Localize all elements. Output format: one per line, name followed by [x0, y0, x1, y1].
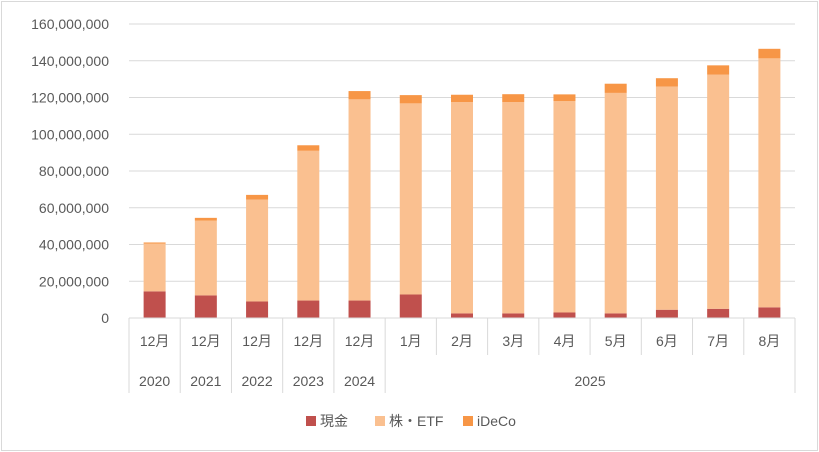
- bar-segment: [707, 74, 730, 309]
- x-tick-label: 12月: [191, 333, 221, 349]
- x-group-label: 2025: [574, 373, 605, 389]
- x-tick-label: 7月: [707, 333, 729, 349]
- bar-segment: [502, 94, 525, 103]
- bar-segment: [143, 242, 166, 244]
- x-tick-label: 6月: [656, 333, 678, 349]
- bar-segment: [758, 307, 781, 318]
- bar-segment: [246, 199, 269, 302]
- bar-segment: [655, 78, 678, 87]
- bar-segment: [297, 150, 320, 301]
- x-group-label: 2024: [344, 373, 375, 389]
- y-tick-label: 20,000,000: [39, 273, 109, 289]
- legend-item: 現金: [306, 413, 348, 429]
- bar-segment: [297, 145, 320, 151]
- legend-label: iDeCo: [477, 413, 516, 429]
- legend-label: 株・ETF: [389, 413, 443, 429]
- bar-segment: [655, 309, 678, 318]
- bar-segment: [348, 300, 371, 318]
- bar-segment: [758, 48, 781, 59]
- bar-segment: [758, 58, 781, 308]
- x-tick-label: 12月: [140, 333, 170, 349]
- legend-swatch: [375, 416, 385, 426]
- legend-item: iDeCo: [463, 413, 516, 429]
- y-tick-label: 40,000,000: [39, 237, 109, 253]
- legend-swatch: [306, 416, 316, 426]
- bar-series: [143, 48, 781, 318]
- y-tick-label: 80,000,000: [39, 163, 109, 179]
- bar-segment: [502, 102, 525, 314]
- x-tick-label: 8月: [758, 333, 780, 349]
- x-tick-label: 12月: [242, 333, 272, 349]
- x-group-label: 2021: [190, 373, 221, 389]
- bar-segment: [348, 91, 371, 100]
- x-tick-label: 1月: [400, 333, 422, 349]
- legend: 現金 株・ETF iDeCo: [306, 413, 516, 429]
- bar-segment: [655, 86, 678, 310]
- y-tick-label: 60,000,000: [39, 200, 109, 216]
- x-tick-label: 12月: [345, 333, 375, 349]
- bar-segment: [194, 295, 217, 318]
- bar-segment: [553, 94, 576, 102]
- bar-segment: [297, 300, 320, 318]
- bar-segment: [194, 220, 217, 296]
- bar-segment: [553, 101, 576, 313]
- bar-segment: [451, 94, 473, 103]
- x-axis: 12月 12月 12月 12月 12月 1月 2月 3月 4月 5月 6月 7月 8月 2020 2021 2…: [128, 317, 796, 393]
- legend-label: 現金: [320, 413, 348, 429]
- x-group-label: 2022: [241, 373, 272, 389]
- x-group-label: 2020: [139, 373, 170, 389]
- bar-segment: [604, 313, 627, 318]
- bar-segment: [194, 217, 217, 221]
- bar-segment: [451, 102, 473, 314]
- bar-segment: [553, 312, 576, 318]
- bar-segment: [604, 92, 627, 314]
- y-tick-label: 100,000,000: [31, 126, 109, 142]
- bar-segment: [451, 313, 473, 318]
- x-tick-label: 2月: [451, 333, 473, 349]
- bar-segment: [604, 83, 627, 93]
- legend-swatch: [463, 416, 473, 426]
- bar-segment: [399, 103, 422, 295]
- x-group-label: 2023: [293, 373, 324, 389]
- y-tick-label: 0: [101, 310, 109, 326]
- bar-segment: [143, 243, 166, 292]
- y-tick-label: 120,000,000: [31, 90, 109, 106]
- grid-lines: [129, 23, 795, 282]
- bar-segment: [399, 95, 422, 104]
- y-tick-label: 140,000,000: [31, 53, 109, 69]
- x-tick-label: 3月: [502, 333, 524, 349]
- bar-segment: [246, 301, 269, 318]
- bar-segment: [399, 294, 422, 318]
- bar-segment: [348, 99, 371, 301]
- x-tick-label: 12月: [294, 333, 324, 349]
- y-tick-label: 160,000,000: [31, 16, 109, 32]
- legend-item: 株・ETF: [375, 413, 443, 429]
- bar-segment: [143, 291, 166, 318]
- x-tick-label: 4月: [554, 333, 576, 349]
- bar-segment: [707, 65, 730, 75]
- bar-segment: [502, 313, 525, 318]
- x-tick-label: 5月: [605, 333, 627, 349]
- bar-segment: [707, 308, 730, 318]
- y-axis-ticks: 0 20,000,000 40,000,000 60,000,000 80,000,00…: [31, 16, 109, 326]
- bar-segment: [246, 194, 269, 200]
